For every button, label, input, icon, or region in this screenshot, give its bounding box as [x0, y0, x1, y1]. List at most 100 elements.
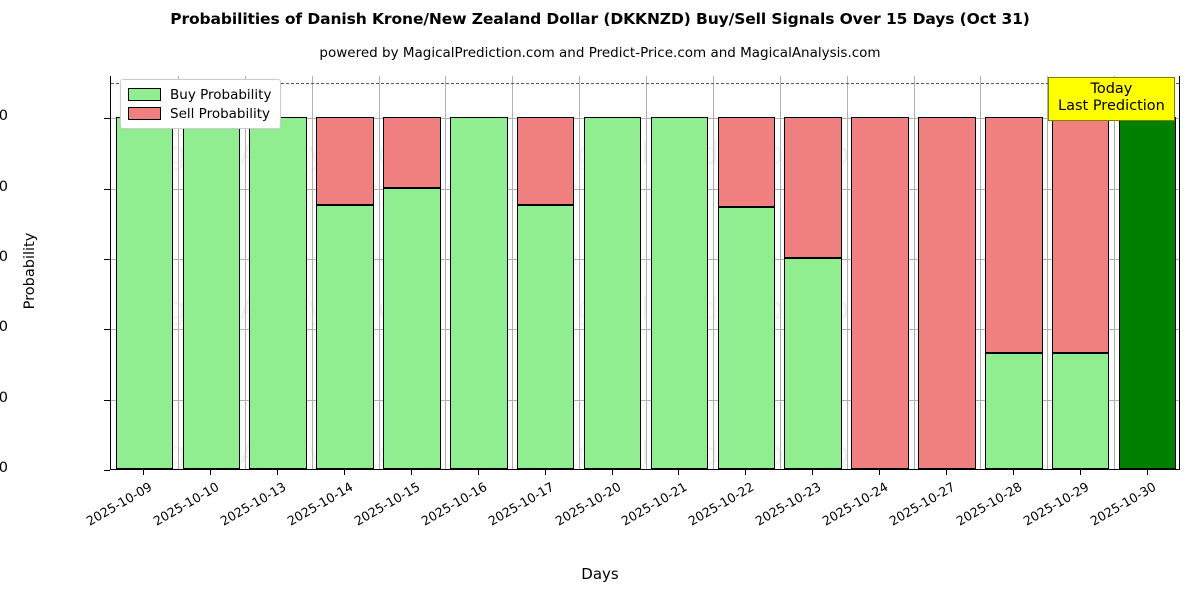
bar-group[interactable]: [115, 75, 174, 469]
y-tick-label: 40: [0, 319, 8, 336]
x-axis-label: Days: [581, 565, 619, 583]
y-tick-mark: [104, 470, 110, 471]
reference-dashed-line: [111, 83, 1179, 85]
gridline-vertical: [913, 76, 915, 469]
bar-segment-buy[interactable]: [383, 187, 441, 469]
bar-segment-buy[interactable]: [182, 117, 241, 469]
bar-segment-buy[interactable]: [516, 205, 575, 469]
x-tick-mark: [344, 470, 346, 475]
bar-segment-buy[interactable]: [650, 117, 709, 469]
y-tick-label: 100: [0, 108, 8, 125]
legend-label-sell: Sell Probability: [170, 105, 271, 122]
bar-group[interactable]: [182, 75, 241, 469]
y-tick-mark: [104, 258, 110, 260]
grid-layer: [111, 76, 1179, 469]
y-tick-label: 80: [0, 178, 8, 195]
chart-title: Probabilities of Danish Krone/New Zealan…: [170, 10, 1030, 28]
bar-segment-buy[interactable]: [985, 352, 1043, 469]
x-tick-mark: [1012, 470, 1014, 475]
bars-layer: [111, 76, 1179, 469]
bar-segment-sell[interactable]: [985, 117, 1043, 353]
y-tick-mark: [104, 329, 110, 331]
bar-group[interactable]: [1051, 75, 1110, 469]
gridline-horizontal: [111, 329, 1179, 331]
bar-group[interactable]: [650, 75, 709, 469]
bar-segment-sell[interactable]: [851, 117, 909, 469]
gridline-vertical: [579, 76, 581, 469]
legend-swatch-buy: [128, 88, 161, 101]
bar-segment-today[interactable]: [1118, 117, 1177, 469]
gridline-vertical: [378, 76, 380, 469]
gridline-vertical: [445, 76, 447, 469]
x-tick-mark: [678, 470, 680, 475]
gridline-vertical: [980, 76, 982, 469]
y-axis-label: Probability: [22, 232, 38, 310]
bar-group[interactable]: [316, 75, 374, 469]
bar-segment-sell[interactable]: [316, 117, 374, 206]
y-tick-mark: [104, 399, 110, 401]
x-tick-mark: [1146, 470, 1148, 475]
bar-group[interactable]: [918, 75, 976, 469]
today-annotation-line2: Last Prediction: [1058, 98, 1165, 115]
x-tick-mark: [210, 470, 212, 475]
legend-item-buy: Buy Probability: [128, 85, 271, 104]
legend-item-sell: Sell Probability: [128, 104, 271, 123]
gridline-vertical: [1047, 76, 1049, 469]
bar-segment-sell[interactable]: [383, 117, 441, 188]
x-tick-mark: [745, 470, 747, 475]
bar-group[interactable]: [249, 75, 307, 469]
bar-segment-buy[interactable]: [115, 117, 174, 469]
x-tick-mark: [544, 470, 546, 475]
bar-segment-sell[interactable]: [784, 117, 842, 258]
today-annotation-line1: Today: [1090, 81, 1133, 97]
gridline-horizontal: [111, 258, 1179, 260]
y-tick-mark: [104, 118, 110, 120]
bar-segment-buy[interactable]: [450, 117, 508, 469]
bar-group[interactable]: [717, 75, 776, 469]
gridline-horizontal: [111, 399, 1179, 401]
bar-segment-buy[interactable]: [717, 206, 776, 469]
gridline-horizontal: [111, 188, 1179, 190]
x-tick-mark: [1079, 470, 1081, 475]
x-tick-mark: [277, 470, 279, 475]
legend-swatch-sell: [128, 107, 161, 120]
legend-label-buy: Buy Probability: [170, 86, 272, 103]
bar-group[interactable]: [383, 75, 441, 469]
bar-group[interactable]: [851, 75, 909, 469]
y-tick-mark: [104, 188, 110, 190]
gridline-vertical: [244, 76, 246, 469]
gridline-horizontal: [111, 118, 1179, 120]
y-tick-label: 20: [0, 389, 8, 406]
bar-segment-buy[interactable]: [583, 117, 642, 469]
bar-segment-sell[interactable]: [918, 117, 976, 469]
x-tick-mark: [945, 470, 947, 475]
chart-subtitle: powered by MagicalPrediction.com and Pre…: [319, 45, 881, 61]
x-tick-mark: [477, 470, 479, 475]
x-tick-mark: [879, 470, 881, 475]
bar-segment-sell[interactable]: [516, 117, 575, 206]
bar-segment-sell[interactable]: [1051, 117, 1110, 353]
gridline-vertical: [177, 76, 179, 469]
plot-area: MagicalAnalysis.comMagicalPrediction.com…: [110, 76, 1180, 470]
bar-group[interactable]: [1118, 75, 1177, 469]
y-tick-label: 0: [0, 460, 8, 476]
bar-group[interactable]: [516, 75, 575, 469]
bar-segment-buy[interactable]: [316, 205, 374, 469]
bar-group[interactable]: [450, 75, 508, 469]
bar-segment-sell[interactable]: [717, 117, 776, 207]
x-tick-mark: [611, 470, 613, 475]
bar-segment-buy[interactable]: [249, 117, 307, 469]
bar-group[interactable]: [583, 75, 642, 469]
x-tick-mark: [143, 470, 145, 475]
bar-segment-buy[interactable]: [1051, 352, 1110, 469]
gridline-vertical: [646, 76, 647, 469]
gridline-vertical: [1114, 76, 1116, 469]
gridline-vertical: [779, 76, 781, 469]
bar-segment-buy[interactable]: [784, 257, 842, 469]
x-tick-mark: [410, 470, 412, 475]
x-tick-mark: [812, 470, 814, 475]
bar-group[interactable]: [784, 75, 842, 469]
bar-group[interactable]: [985, 75, 1043, 469]
gridline-vertical: [512, 76, 514, 469]
y-tick-label: 60: [0, 248, 8, 265]
